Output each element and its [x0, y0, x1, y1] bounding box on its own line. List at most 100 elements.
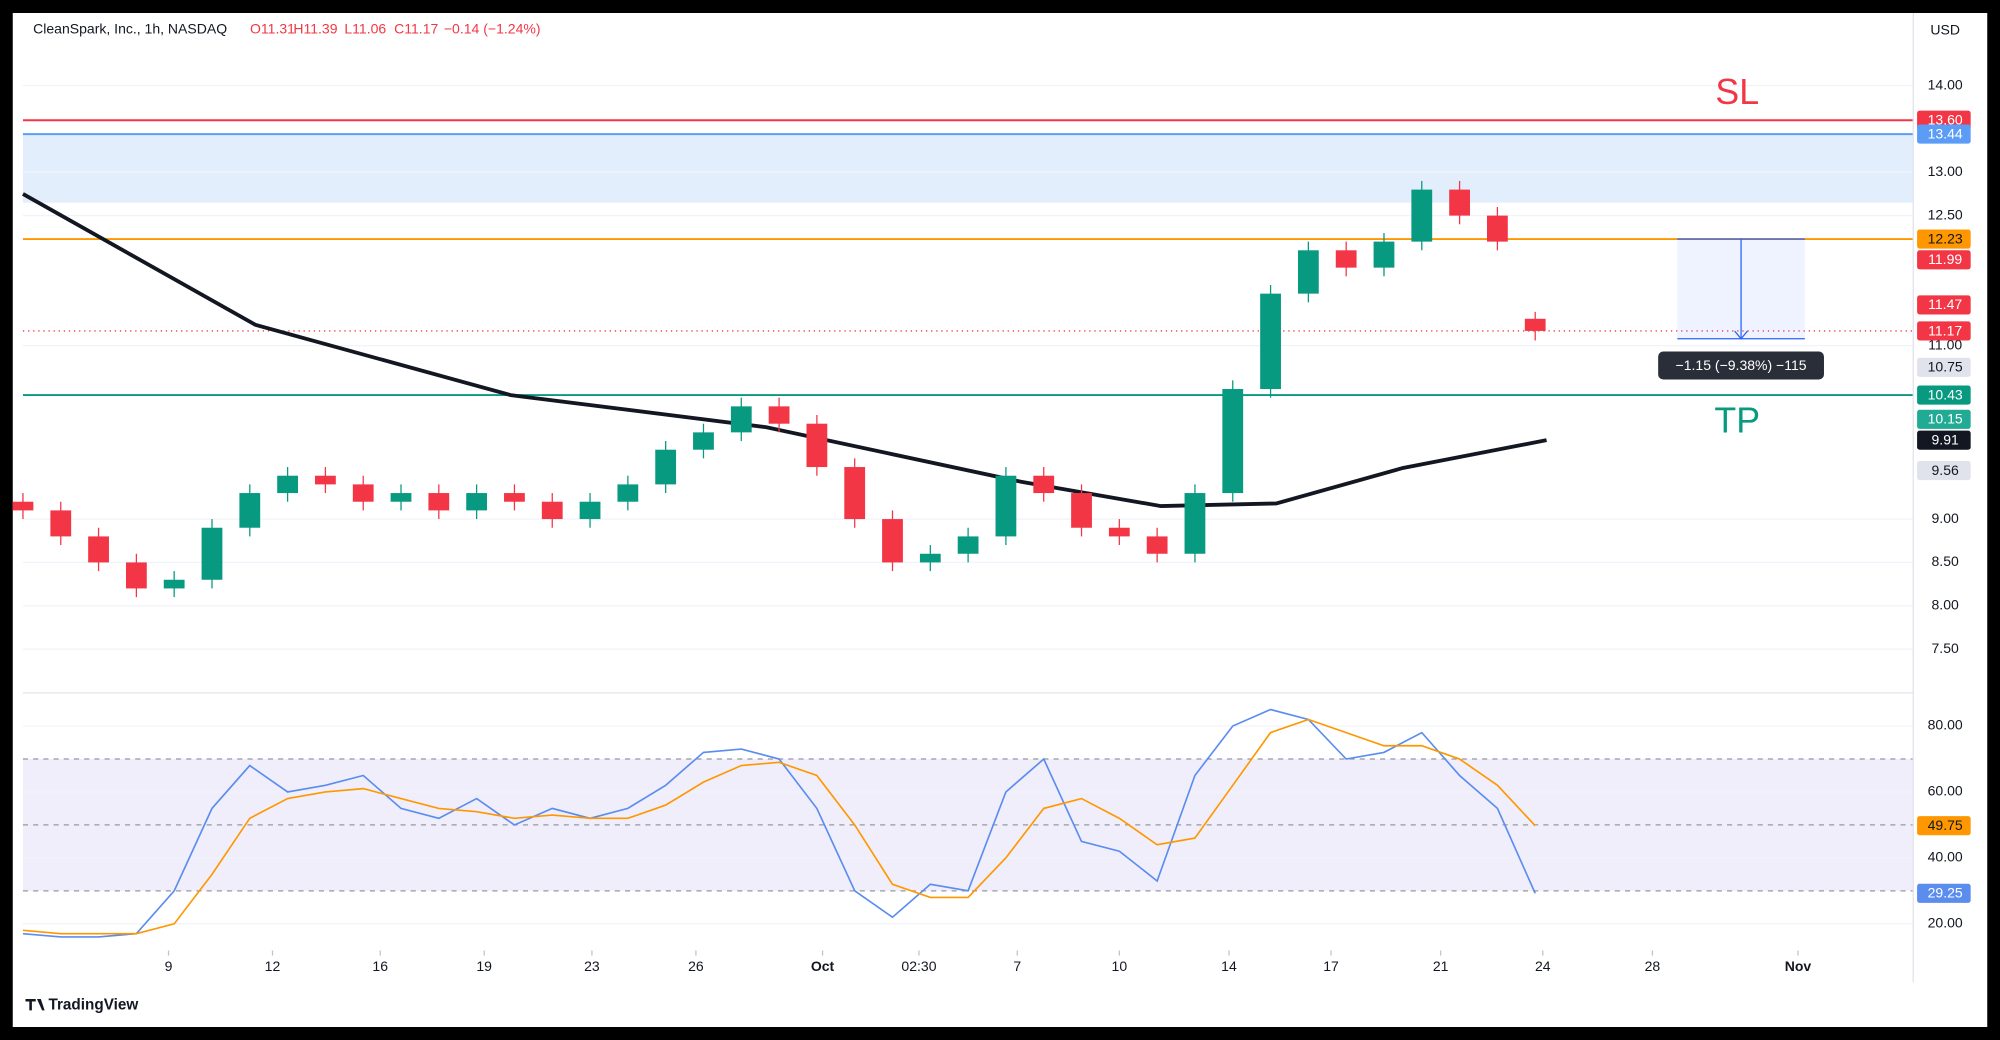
candle-body — [1184, 493, 1206, 554]
y-tick-label: 7.50 — [1932, 640, 1959, 656]
y-tick-label: 12.50 — [1928, 206, 1963, 222]
price-tag-label: 10.75 — [1928, 359, 1963, 375]
price-tag — [1917, 229, 1971, 249]
candle-body — [957, 536, 979, 554]
candle-body — [1449, 189, 1470, 216]
candle-body — [277, 475, 298, 494]
price-tag-label: 10.15 — [1928, 411, 1963, 427]
symbol: CleanSpark, Inc., 1h, NASDAQ — [33, 20, 227, 36]
price-tag — [1917, 321, 1971, 341]
x-tick-label: 10 — [1112, 958, 1128, 974]
sl-label: SL — [1715, 72, 1759, 112]
candle-body — [617, 484, 639, 502]
x-tick-label: 14 — [1221, 958, 1237, 974]
candle-body — [1297, 250, 1319, 294]
candle-body — [1222, 389, 1244, 494]
y-tick-label: 60.00 — [1928, 783, 1963, 799]
price-tag-label: 13.44 — [1928, 125, 1963, 141]
candle-body — [125, 562, 147, 589]
candle-body — [163, 579, 185, 589]
x-tick-label: 21 — [1433, 958, 1449, 974]
measure-arrow-head — [1734, 330, 1748, 340]
price-tag — [1917, 295, 1971, 315]
price-tag-label: 12.23 — [1928, 230, 1963, 246]
x-tick-label: 7 — [1013, 958, 1021, 974]
candle-body — [504, 493, 525, 502]
y-tick-label: 40.00 — [1928, 849, 1963, 865]
candle-body — [995, 475, 1017, 537]
x-tick-label: 26 — [688, 958, 704, 974]
candle-body — [50, 510, 72, 537]
brand: TradingView — [48, 996, 138, 1013]
candle-body — [352, 484, 374, 502]
candle-body — [390, 493, 412, 502]
price-tag-label: 9.91 — [1932, 432, 1959, 448]
candle-body — [466, 493, 488, 511]
price-tag-label: 13.60 — [1928, 112, 1963, 128]
candle-body — [1411, 189, 1433, 242]
x-tick-label: Oct — [811, 958, 835, 974]
price-tag — [1917, 250, 1971, 270]
candle-body — [1108, 527, 1130, 537]
ohlc-high: H11.39 — [293, 20, 337, 36]
moving-average — [22, 192, 1547, 509]
candle-body — [579, 501, 601, 520]
candle-body — [768, 406, 790, 424]
x-tick-label: 9 — [165, 958, 173, 974]
price-tag — [1917, 816, 1971, 836]
ohlc-low: L11.06 — [344, 20, 386, 36]
candle-body — [201, 527, 223, 580]
x-tick-label: Nov — [1785, 958, 1812, 974]
price-tag-label: 49.75 — [1928, 817, 1963, 833]
candle-body — [882, 519, 903, 563]
price-tag — [1917, 124, 1971, 144]
price-tag-label: 11.17 — [1928, 322, 1962, 338]
candle-body — [239, 493, 261, 528]
x-tick-label: 02:30 — [901, 958, 936, 974]
y-tick-label: 8.00 — [1932, 596, 1959, 612]
candle-body — [806, 423, 828, 468]
candle-body — [1487, 215, 1508, 242]
ohlc-close: C11.17 — [394, 20, 438, 36]
candle-body — [315, 475, 336, 485]
candle-body — [12, 501, 34, 511]
y-tick-label: 9.00 — [1932, 510, 1959, 526]
candle-body — [541, 501, 563, 520]
price-tag-label: 11.99 — [1928, 251, 1962, 267]
x-tick-label: 12 — [265, 958, 281, 974]
candle-body — [919, 553, 941, 563]
price-tag — [1917, 409, 1971, 429]
price-tag — [1917, 357, 1971, 377]
price-tag — [1917, 385, 1971, 405]
resistance-zone — [22, 134, 1914, 203]
x-tick-label: 24 — [1535, 958, 1551, 974]
rsi-line — [22, 708, 1536, 938]
x-tick-label: 16 — [372, 958, 388, 974]
x-tick-label: 23 — [584, 958, 600, 974]
measure-label: −1.15 (−9.38%) −115 — [1676, 357, 1807, 373]
y-tick-label: 80.00 — [1928, 717, 1963, 733]
currency: USD — [1930, 22, 1960, 38]
candle-body — [693, 432, 714, 450]
candle-body — [88, 536, 109, 563]
price-tag-label: 11.47 — [1928, 296, 1962, 312]
price-tag-label: 9.56 — [1932, 462, 1959, 478]
candle-body — [1335, 250, 1357, 268]
candle-body — [1373, 241, 1395, 268]
rsi-line — [22, 718, 1536, 935]
brand-logo — [25, 998, 45, 1011]
x-tick-label: 28 — [1645, 958, 1661, 974]
ohlc-open: O11.31 — [250, 20, 295, 36]
price-tag — [1917, 430, 1971, 450]
y-tick-label: 14.00 — [1928, 76, 1963, 92]
price-tag — [1917, 460, 1971, 481]
candle-body — [1146, 536, 1168, 554]
candle-body — [1260, 293, 1281, 390]
candle-body — [428, 493, 450, 511]
x-tick-label: 17 — [1323, 958, 1339, 974]
y-tick-label: 8.50 — [1932, 553, 1959, 569]
measure-tooltip — [1658, 351, 1824, 380]
candle-body — [1071, 493, 1092, 528]
